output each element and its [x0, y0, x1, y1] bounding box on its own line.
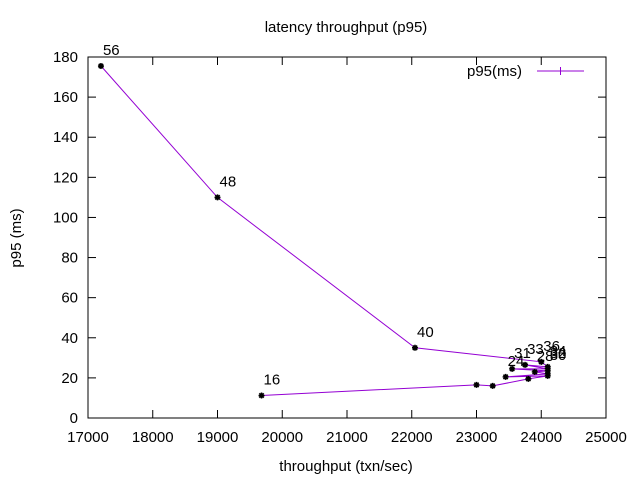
- data-point: [525, 375, 532, 382]
- y-tick-label: 40: [61, 330, 78, 347]
- data-label: 32: [550, 345, 567, 362]
- x-tick-label: 23000: [456, 429, 498, 446]
- x-tick-label: 19000: [197, 429, 239, 446]
- chart-title: latency throughput (p95): [265, 19, 428, 36]
- y-tick-label: 0: [70, 410, 78, 427]
- y-tick-label: 20: [61, 370, 78, 387]
- data-point: [531, 368, 538, 375]
- data-point: [502, 373, 509, 380]
- y-axis-label: p95 (ms): [8, 208, 25, 267]
- x-tick-label: 25000: [585, 429, 627, 446]
- y-tick-label: 180: [53, 49, 78, 66]
- data-label: 24: [508, 353, 525, 370]
- y-axis-ticks: 0 20 40 60 80 100 120 140 160 180: [53, 49, 606, 427]
- legend-label: p95(ms): [467, 63, 522, 80]
- x-tick-label: 21000: [326, 429, 368, 446]
- x-tick-label: 24000: [520, 429, 562, 446]
- data-point: [489, 382, 496, 389]
- data-point: [509, 365, 516, 372]
- data-label: 30: [550, 347, 567, 364]
- data-label: 36: [543, 338, 560, 355]
- data-label: 48: [220, 173, 237, 190]
- y-tick-label: 140: [53, 129, 78, 146]
- data-label: 33: [527, 341, 544, 358]
- data-point: [97, 63, 104, 70]
- data-label: 40: [417, 324, 434, 341]
- x-axis-label: throughput (txn/sec): [279, 458, 412, 475]
- data-point: [544, 370, 551, 377]
- y-tick-label: 160: [53, 89, 78, 106]
- x-tick-label: 20000: [261, 429, 303, 446]
- data-point: [473, 381, 480, 388]
- x-tick-label: 22000: [391, 429, 433, 446]
- data-label: 56: [103, 42, 120, 59]
- data-point: [258, 392, 265, 399]
- data-label: 31: [514, 345, 531, 362]
- x-tick-label: 18000: [132, 429, 174, 446]
- y-tick-label: 120: [53, 169, 78, 186]
- y-tick-label: 100: [53, 209, 78, 226]
- data-point: [214, 194, 221, 201]
- data-point: [411, 344, 418, 351]
- data-label: 16: [264, 372, 281, 389]
- x-tick-label: 17000: [67, 429, 109, 446]
- data-point: [544, 363, 551, 370]
- data-point: [522, 361, 529, 368]
- data-label: 34: [550, 343, 567, 360]
- y-tick-label: 60: [61, 290, 78, 307]
- data-point: [538, 358, 545, 365]
- legend: p95(ms): [467, 63, 584, 80]
- x-axis-ticks: 17000 18000 19000 20000 21000 22000 23000 24000…: [67, 57, 627, 446]
- y-tick-label: 80: [61, 250, 78, 267]
